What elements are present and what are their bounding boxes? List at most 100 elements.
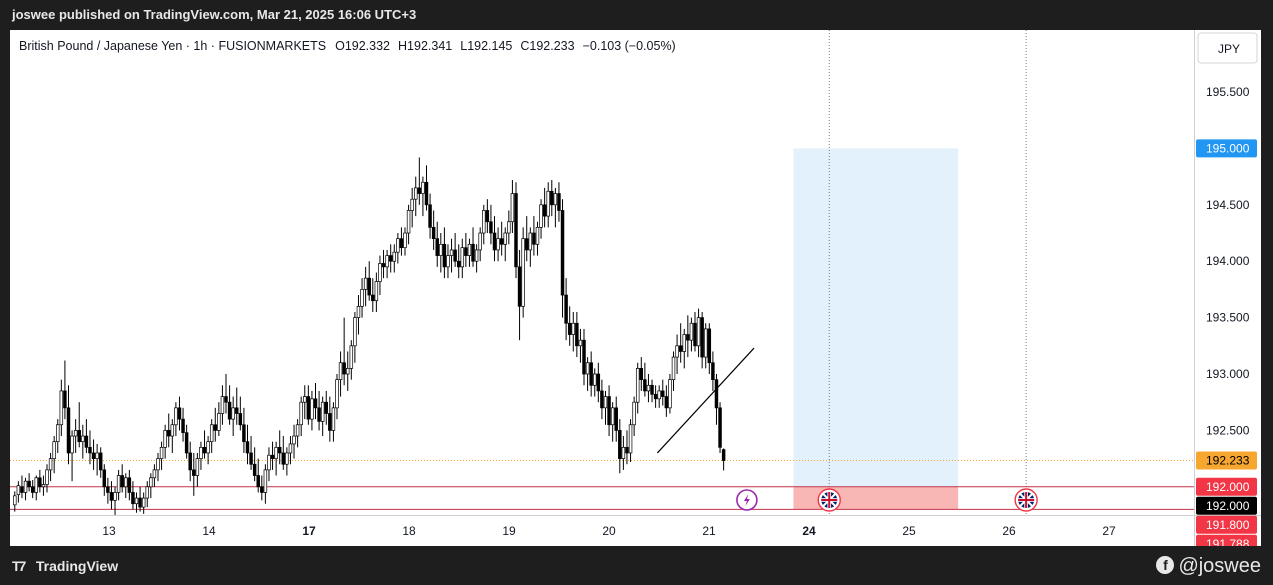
- candle[interactable]: [460, 238, 465, 279]
- candlestick-chart[interactable]: JPY British Pound / Japanese Yen · 1h · …: [10, 30, 1261, 553]
- candle[interactable]: [38, 469, 42, 493]
- candle[interactable]: [381, 249, 386, 279]
- gb-flag-event-icon[interactable]: [1014, 488, 1038, 512]
- candle[interactable]: [116, 469, 121, 501]
- candle[interactable]: [478, 227, 482, 262]
- candle[interactable]: [220, 385, 225, 425]
- candle[interactable]: [367, 261, 371, 301]
- candle[interactable]: [575, 311, 579, 358]
- candle[interactable]: [20, 475, 24, 499]
- candle[interactable]: [492, 216, 497, 262]
- candle[interactable]: [124, 473, 128, 499]
- candle[interactable]: [113, 486, 117, 515]
- candle[interactable]: [467, 238, 472, 267]
- candle[interactable]: [524, 216, 529, 262]
- candle[interactable]: [174, 402, 178, 437]
- candle[interactable]: [428, 193, 432, 239]
- candle[interactable]: [202, 430, 207, 459]
- candle[interactable]: [206, 436, 210, 465]
- candle[interactable]: [435, 221, 439, 267]
- candle[interactable]: [625, 430, 629, 465]
- candle[interactable]: [567, 306, 572, 346]
- chart-frame[interactable]: JPY British Pound / Japanese Yen · 1h · …: [10, 30, 1261, 553]
- candle[interactable]: [41, 475, 46, 496]
- candle[interactable]: [560, 199, 565, 318]
- gb-flag-event-icon[interactable]: [817, 488, 841, 512]
- candle[interactable]: [149, 473, 153, 499]
- candle[interactable]: [59, 379, 64, 437]
- candle[interactable]: [485, 199, 490, 234]
- candle[interactable]: [474, 244, 479, 273]
- candle[interactable]: [166, 413, 171, 448]
- candle[interactable]: [363, 266, 368, 307]
- candle[interactable]: [600, 379, 604, 420]
- candle[interactable]: [231, 396, 235, 437]
- candle[interactable]: [70, 430, 74, 482]
- candle[interactable]: [181, 407, 185, 442]
- candle[interactable]: [195, 452, 200, 487]
- candle[interactable]: [320, 396, 325, 437]
- candle[interactable]: [30, 480, 35, 499]
- tradingview-logo[interactable]: T7 TradingView: [12, 556, 118, 576]
- candle[interactable]: [675, 334, 679, 375]
- candle[interactable]: [550, 180, 554, 217]
- candle[interactable]: [324, 390, 328, 425]
- candle[interactable]: [686, 315, 690, 358]
- candle[interactable]: [385, 249, 389, 279]
- candle[interactable]: [682, 328, 686, 369]
- candle[interactable]: [539, 199, 543, 239]
- candle[interactable]: [528, 227, 533, 267]
- candle[interactable]: [439, 233, 443, 273]
- candle[interactable]: [45, 464, 49, 493]
- candle[interactable]: [417, 157, 422, 205]
- candle[interactable]: [170, 419, 175, 453]
- candle[interactable]: [396, 233, 400, 264]
- candle[interactable]: [406, 204, 411, 245]
- candle[interactable]: [388, 244, 393, 273]
- candle[interactable]: [721, 448, 726, 471]
- candle[interactable]: [564, 278, 568, 341]
- candle[interactable]: [281, 436, 286, 470]
- candle[interactable]: [34, 475, 39, 501]
- candle[interactable]: [392, 244, 397, 273]
- candle[interactable]: [188, 441, 192, 482]
- candle[interactable]: [127, 469, 132, 501]
- candle[interactable]: [217, 402, 221, 437]
- candle[interactable]: [27, 473, 31, 492]
- candle[interactable]: [614, 396, 618, 442]
- candle[interactable]: [371, 278, 375, 312]
- candle[interactable]: [23, 477, 28, 501]
- candle[interactable]: [238, 396, 243, 431]
- candle[interactable]: [650, 379, 654, 403]
- candle[interactable]: [711, 351, 715, 391]
- candle[interactable]: [621, 436, 626, 470]
- candle[interactable]: [532, 216, 536, 256]
- candle[interactable]: [453, 233, 457, 267]
- candle[interactable]: [482, 204, 486, 245]
- author-handle[interactable]: f @joswee: [1156, 554, 1261, 578]
- candle[interactable]: [628, 419, 633, 462]
- candle[interactable]: [145, 481, 149, 508]
- candle[interactable]: [464, 233, 468, 267]
- candle[interactable]: [306, 385, 311, 425]
- candle[interactable]: [571, 311, 576, 352]
- candle[interactable]: [84, 419, 89, 453]
- candle[interactable]: [582, 328, 586, 386]
- candle[interactable]: [503, 227, 507, 262]
- candle[interactable]: [446, 244, 450, 279]
- candle[interactable]: [317, 390, 321, 431]
- candle[interactable]: [643, 362, 647, 397]
- candle[interactable]: [13, 491, 17, 512]
- candle[interactable]: [471, 227, 475, 267]
- candle[interactable]: [338, 351, 343, 397]
- candle[interactable]: [331, 402, 336, 442]
- candle[interactable]: [349, 340, 354, 380]
- candle[interactable]: [639, 357, 644, 391]
- candle[interactable]: [270, 441, 275, 470]
- candle[interactable]: [689, 317, 694, 352]
- candle[interactable]: [277, 430, 282, 465]
- candle[interactable]: [134, 492, 139, 513]
- candle[interactable]: [209, 419, 214, 453]
- candle[interactable]: [657, 385, 661, 408]
- candle[interactable]: [510, 180, 515, 234]
